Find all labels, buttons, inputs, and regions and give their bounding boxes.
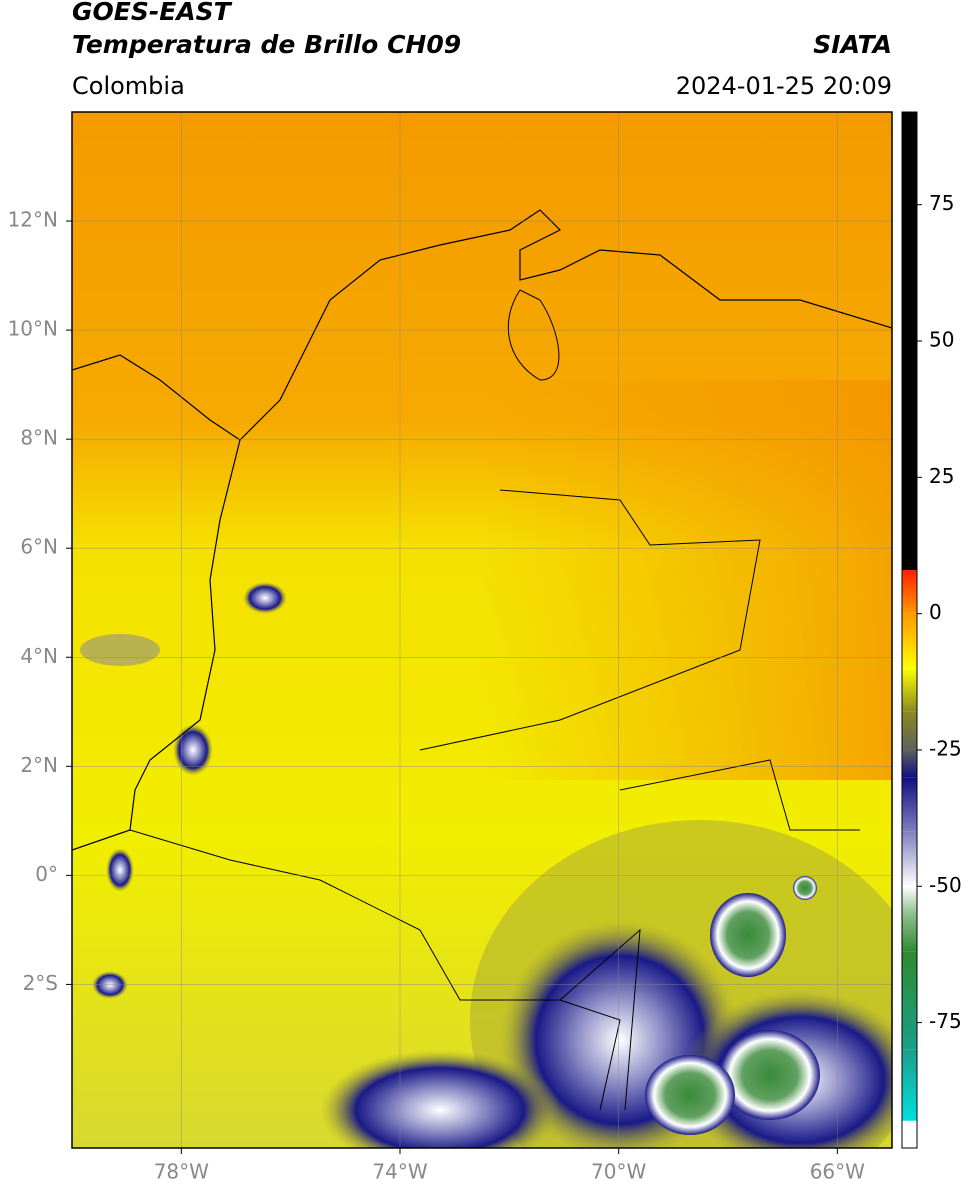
y-tick-label: 8°N <box>20 426 58 450</box>
colorbar-frame <box>901 111 918 1149</box>
colorbar-segment <box>902 711 917 750</box>
colorbar-segment <box>902 112 917 571</box>
satellite-image <box>72 112 892 1148</box>
colorbar-segment <box>902 951 917 1050</box>
x-tick-label: 66°W <box>810 1160 865 1184</box>
colorbar-tick-label: 0 <box>929 600 942 624</box>
colorbar-segment <box>902 777 917 832</box>
y-tick-label: 10°N <box>8 317 58 341</box>
y-tick-label: 2°S <box>23 971 58 995</box>
colorbar-segment <box>902 886 917 914</box>
colorbar-segment <box>902 668 917 712</box>
colorbar-tick-label: 75 <box>929 191 954 215</box>
x-tick-label: 74°W <box>372 1160 427 1184</box>
y-tick-label: 4°N <box>20 644 58 668</box>
y-tick-label: 12°N <box>8 208 58 232</box>
colorbar-tick-label: -75 <box>929 1009 962 1033</box>
colorbar-segment <box>902 1120 917 1148</box>
colorbar-segment <box>902 749 917 778</box>
colorbar-segment <box>902 913 917 952</box>
region: Colombia <box>72 72 185 100</box>
colorbar-tick-label: 50 <box>929 328 954 352</box>
x-tick-label: 78°W <box>154 1160 209 1184</box>
map-frame <box>71 111 893 1149</box>
colorbar-segment <box>902 831 917 887</box>
datetime: 2024-01-25 20:09 <box>676 72 892 100</box>
y-tick-label: 0° <box>35 862 58 886</box>
colorbar-tick-label: -50 <box>929 873 962 897</box>
subtitle: Temperatura de Brillo CH09 <box>72 30 461 59</box>
colorbar-tick-label: 25 <box>929 464 954 488</box>
x-tick-label: 70°W <box>591 1160 646 1184</box>
colorbar-segment <box>902 570 917 614</box>
colorbar-tick-label: -25 <box>929 736 962 760</box>
colorbar-segment <box>902 613 917 669</box>
y-tick-label: 2°N <box>20 753 58 777</box>
y-tick-label: 6°N <box>20 535 58 559</box>
source: SIATA <box>813 30 892 59</box>
title: GOES-EAST <box>72 0 233 26</box>
colorbar-segment <box>902 1049 917 1121</box>
